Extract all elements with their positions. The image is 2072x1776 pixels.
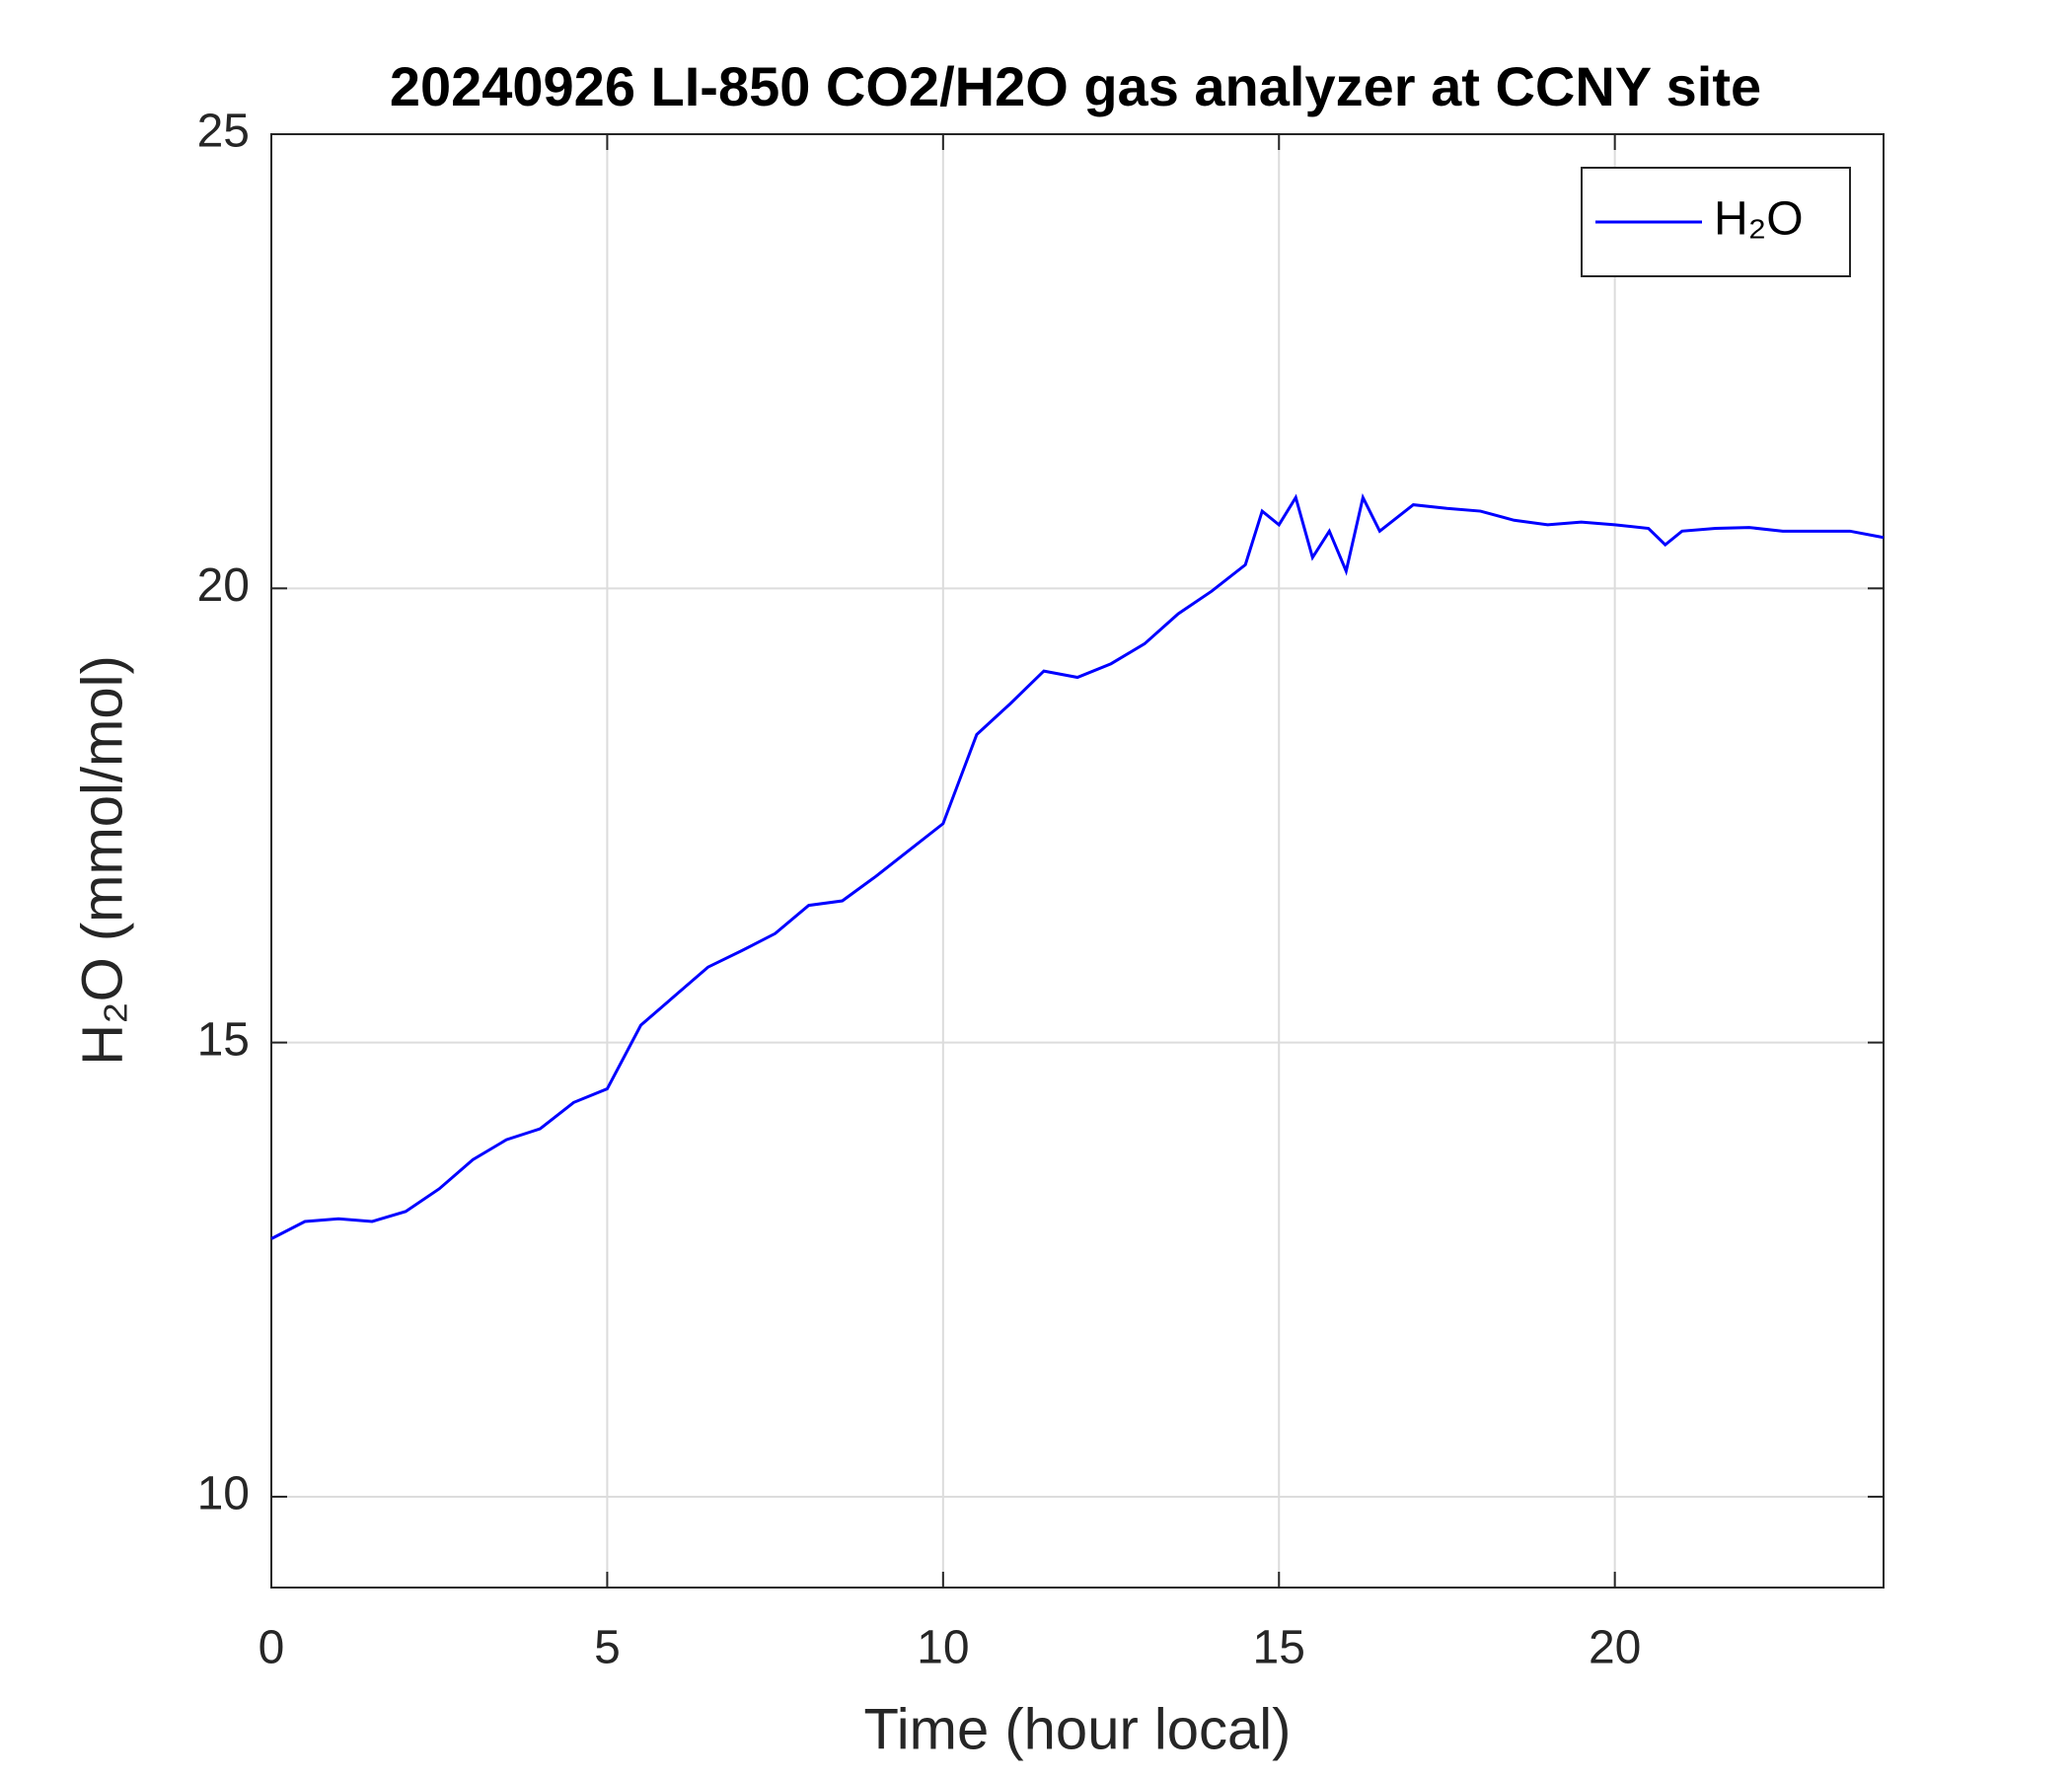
x-axis-label: Time (hour local) [864, 1697, 1292, 1761]
y-tick-label: 25 [197, 106, 250, 158]
x-tick-label: 10 [917, 1622, 969, 1674]
x-tick-label: 5 [594, 1622, 621, 1674]
data-line [270, 492, 1885, 1240]
x-tick-label: 0 [259, 1622, 285, 1674]
legend-label: H₂O [1714, 193, 1804, 246]
axes-box [270, 133, 1885, 1589]
y-tick-label: 15 [197, 1013, 250, 1066]
y-axis-label: H₂O (mmol/mol) [70, 655, 134, 1066]
plot-area [271, 134, 1884, 1588]
x-tick-label: 15 [1253, 1622, 1305, 1674]
x-tick-label: 20 [1589, 1622, 1641, 1674]
y-tick-label: 10 [197, 1468, 250, 1520]
y-tick-label: 20 [197, 559, 250, 612]
chart-title: 20240926 LI-850 CO2/H2O gas analyzer at … [390, 55, 1761, 117]
